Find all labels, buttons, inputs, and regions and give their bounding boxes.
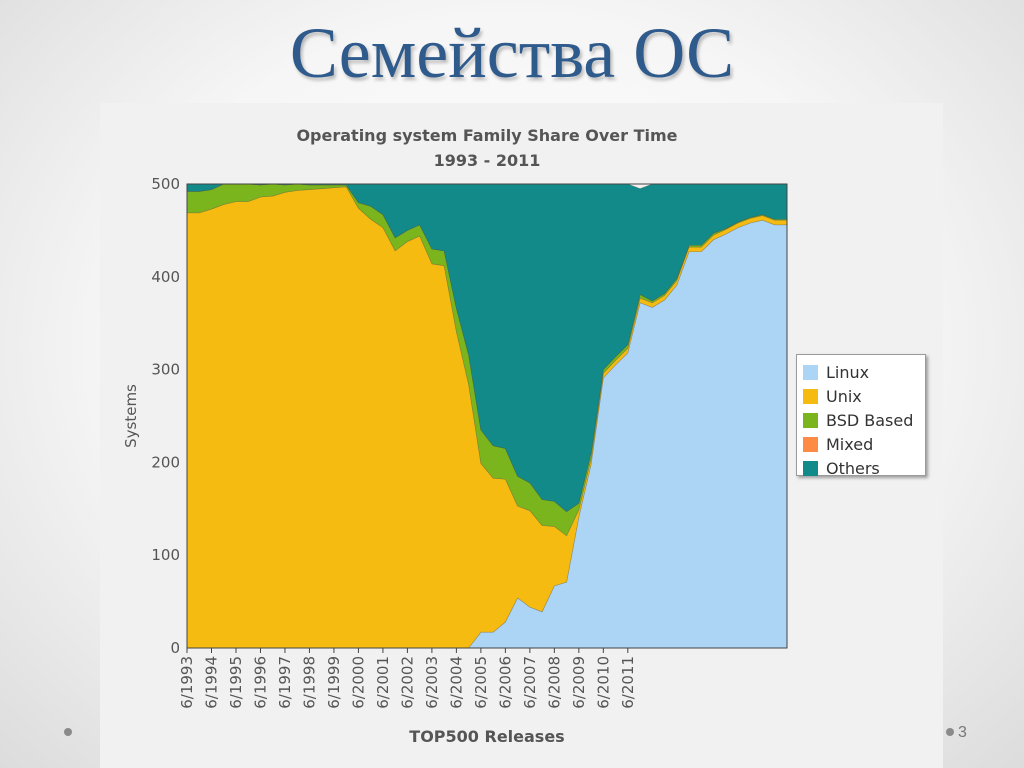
legend-swatch	[803, 460, 818, 476]
legend-item-others: Others	[803, 456, 925, 480]
legend-item-mixed: Mixed	[803, 432, 925, 456]
plot-frame	[186, 183, 788, 649]
x-tick-label: 6/2009	[570, 656, 588, 709]
x-tick-label: 6/2011	[619, 656, 637, 709]
legend-label: Mixed	[826, 434, 874, 454]
page-number: 3	[958, 724, 967, 741]
x-tick-label: 6/2004	[447, 656, 465, 709]
x-tick-label: 6/2008	[545, 656, 563, 709]
x-tick-label: 6/2007	[521, 656, 539, 709]
legend-label: Others	[826, 458, 880, 478]
chart-subtitle: 1993 - 2011	[434, 151, 541, 170]
x-axis: 6/1993 6/1994 6/1995 6/1996 6/1997 6/1998 6/19…	[178, 648, 637, 709]
legend-swatch	[803, 436, 818, 452]
y-tick-label: 300	[151, 361, 180, 379]
x-tick-label: 6/2000	[349, 656, 367, 709]
slide-title: Семейства ОС	[289, 13, 735, 93]
legend-label: Linux	[826, 362, 870, 382]
y-axis-label: Systems	[122, 384, 140, 448]
x-tick-label: 6/2003	[423, 656, 441, 709]
y-tick-label: 500	[151, 175, 180, 193]
x-tick-label: 6/1993	[178, 656, 196, 709]
x-tick-label: 6/1995	[227, 656, 245, 709]
y-axis: 0 100 200 300 400 500	[151, 175, 180, 657]
x-tick-label: 6/2010	[594, 656, 612, 709]
y-tick-label: 200	[151, 453, 180, 471]
y-tick-label: 0	[170, 639, 180, 657]
left-dot	[64, 728, 72, 736]
x-tick-label: 6/1996	[251, 656, 269, 709]
x-tick-label: 6/1997	[276, 656, 294, 709]
y-tick-label: 400	[151, 268, 180, 286]
x-axis-label: TOP500 Releases	[409, 727, 564, 746]
x-tick-label: 6/2001	[374, 656, 392, 709]
x-tick-label: 6/2002	[398, 656, 416, 709]
chart-title: Operating system Family Share Over Time	[296, 126, 677, 145]
chart-areas	[186, 183, 788, 649]
legend-label: Unix	[826, 386, 862, 406]
area-series-mixed	[187, 183, 787, 512]
legend-swatch	[803, 412, 818, 428]
x-tick-label: 6/1999	[325, 656, 343, 709]
right-dot	[946, 728, 954, 736]
legend-swatch	[803, 388, 818, 404]
chart-legend: Linux Unix BSD Based Mixed Others	[796, 354, 926, 478]
legend-swatch	[803, 364, 818, 380]
y-tick-label: 100	[151, 546, 180, 564]
legend-item-linux: Linux	[803, 360, 925, 384]
legend-label: BSD Based	[826, 410, 914, 430]
x-tick-label: 6/1998	[300, 656, 318, 709]
legend-item-bsd-based: BSD Based	[803, 408, 925, 432]
x-tick-label: 6/1994	[202, 656, 220, 709]
x-tick-label: 6/2006	[496, 656, 514, 709]
x-tick-label: 6/2005	[472, 656, 490, 709]
legend-item-unix: Unix	[803, 384, 925, 408]
